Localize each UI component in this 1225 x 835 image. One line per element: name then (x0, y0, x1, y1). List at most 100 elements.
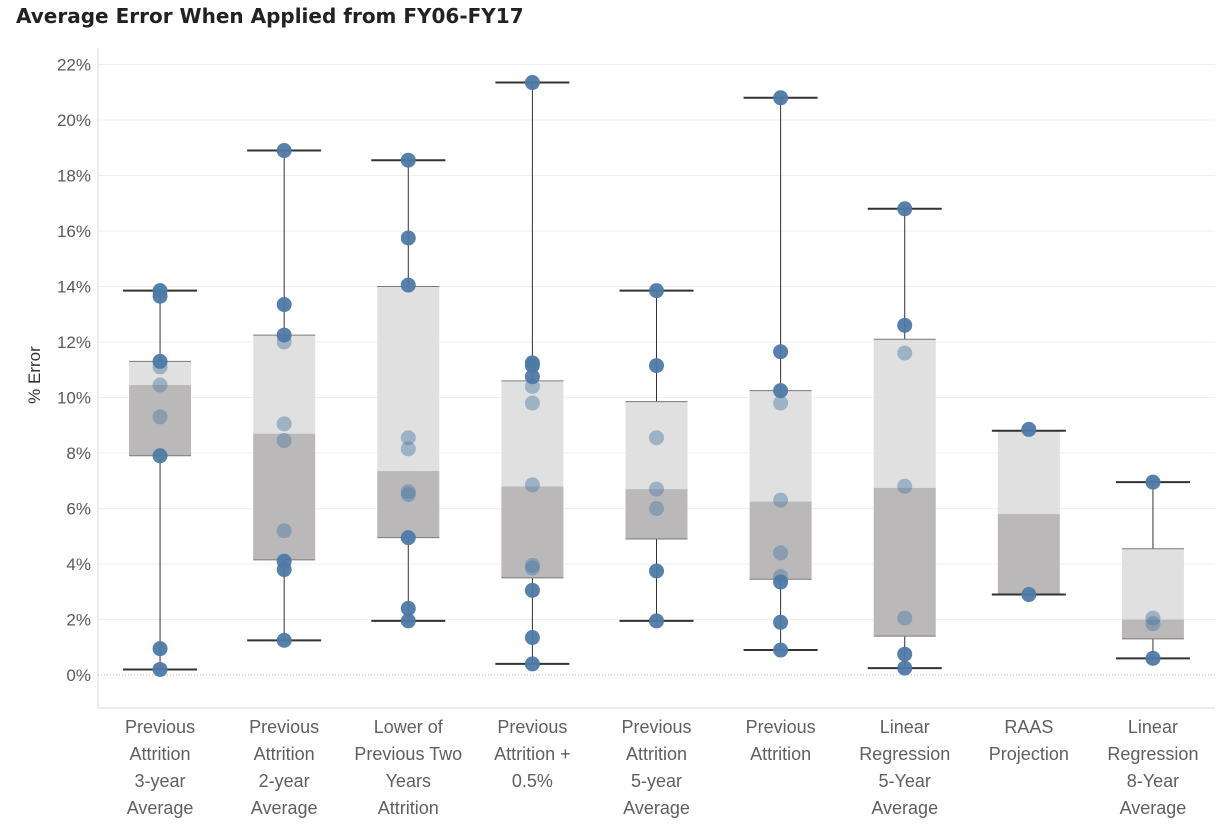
data-points (152, 75, 1161, 677)
data-point (1145, 474, 1161, 490)
data-point (897, 646, 913, 662)
box-upper (873, 339, 936, 488)
data-point (152, 288, 168, 304)
y-axis: 0% 2% 4% 6% 8% 10% 12% 14% 16% 18% 20% 22% (57, 48, 1215, 709)
category-label: Attrition (254, 744, 315, 764)
box-1 (123, 289, 198, 671)
category-label: Previous Two (354, 744, 462, 764)
data-point (524, 557, 540, 573)
category-label: RAAS (1004, 717, 1053, 737)
data-point (649, 283, 664, 299)
data-point (152, 353, 168, 369)
data-point (400, 613, 416, 629)
box-upper (377, 286, 440, 472)
data-point (400, 230, 416, 246)
box-lower (873, 487, 936, 637)
y-tick-label: 2% (66, 611, 91, 630)
data-point (524, 395, 540, 411)
data-point (400, 152, 416, 168)
y-tick-label: 20% (57, 111, 91, 130)
box-5 (619, 289, 694, 622)
data-point (897, 478, 913, 494)
y-tick-label: 16% (57, 222, 91, 241)
category-label: Regression (859, 744, 950, 764)
data-point (276, 416, 292, 432)
box-lower (625, 489, 688, 540)
data-point (276, 327, 292, 343)
data-point (524, 630, 540, 646)
data-point (649, 613, 664, 629)
box-upper (997, 430, 1060, 515)
box-lower (253, 433, 316, 560)
box-8 (991, 429, 1066, 596)
data-point (773, 545, 789, 561)
box-lower (749, 501, 812, 580)
box-upper (253, 335, 316, 434)
box-upper (129, 361, 192, 386)
data-point (773, 383, 789, 399)
category-label: Linear (1128, 717, 1178, 737)
category-label: 3-year (135, 771, 186, 791)
data-point (773, 642, 789, 658)
data-point (276, 297, 292, 313)
data-point (897, 660, 913, 676)
data-point (1021, 587, 1037, 603)
data-point (276, 632, 292, 648)
data-point (152, 359, 168, 375)
box-7 (867, 207, 942, 670)
y-tick-label: 18% (57, 167, 91, 186)
data-point (400, 277, 416, 293)
data-point (276, 334, 292, 350)
data-point (524, 378, 540, 394)
data-point (649, 481, 664, 497)
boxes (123, 81, 1190, 671)
category-label: Attrition (750, 744, 811, 764)
category-label: Average (251, 798, 318, 818)
data-point (400, 600, 416, 616)
box-lower (377, 471, 440, 538)
data-point (1021, 421, 1037, 437)
data-point (524, 582, 540, 598)
data-point (524, 477, 540, 493)
data-point (773, 395, 789, 411)
box-lower (1121, 619, 1184, 639)
data-point (773, 614, 789, 630)
category-label: 0.5% (512, 771, 553, 791)
data-point (276, 143, 292, 159)
category-label: Previous (125, 717, 195, 737)
data-point (897, 610, 913, 626)
box-upper (1121, 548, 1184, 620)
category-label: Regression (1107, 744, 1198, 764)
y-tick-label: 0% (66, 666, 91, 685)
category-label: Previous (497, 717, 567, 737)
data-point (773, 574, 789, 590)
category-label: Linear (880, 717, 930, 737)
data-point (400, 441, 416, 457)
y-tick-label: 6% (66, 500, 91, 519)
data-point (524, 358, 540, 374)
y-tick-label: 4% (66, 555, 91, 574)
data-point (152, 377, 168, 393)
data-point (1145, 616, 1161, 632)
data-point (276, 562, 292, 578)
category-label: 5-year (631, 771, 682, 791)
category-label: 2-year (259, 771, 310, 791)
box-lower (129, 385, 192, 456)
data-point (649, 358, 664, 374)
data-point (649, 563, 664, 579)
box-4 (495, 81, 570, 665)
category-label: 5-Year (879, 771, 931, 791)
y-tick-label: 8% (66, 444, 91, 463)
data-point (400, 484, 416, 500)
category-label: Projection (989, 744, 1069, 764)
data-point (897, 345, 913, 361)
data-point (649, 430, 664, 446)
data-point (524, 369, 540, 385)
category-label: Attrition (626, 744, 687, 764)
data-point (400, 530, 416, 546)
data-point (276, 523, 292, 539)
data-point (152, 641, 168, 657)
data-point (649, 501, 664, 516)
box-3 (371, 159, 446, 622)
